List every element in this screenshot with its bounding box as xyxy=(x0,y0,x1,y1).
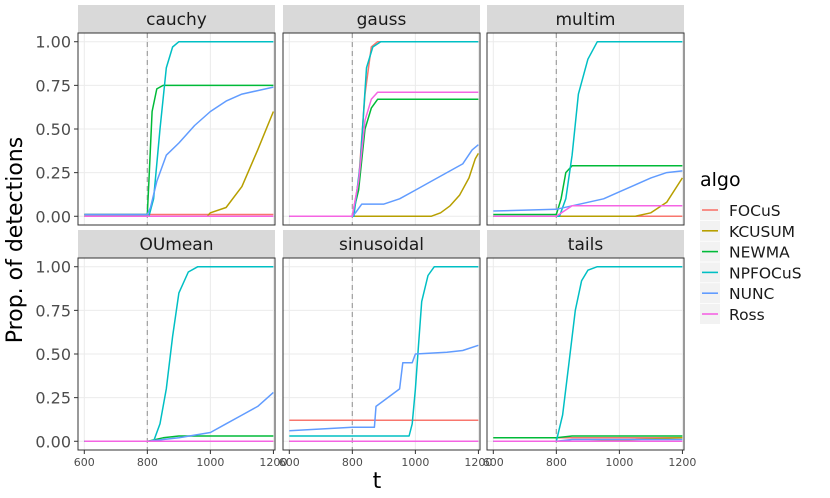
series-line-KCUSUM xyxy=(493,177,684,218)
x-tick-label: 600 xyxy=(279,456,300,469)
panel-OUmean: OUmean 0.00 0.25 0.50 0.75 1.00 600 800 1000 1200 xyxy=(35,230,287,469)
panel-strip xyxy=(283,5,480,33)
panel-strip xyxy=(78,5,275,33)
y-tick-label: 0.75 xyxy=(35,301,71,320)
y-tick-label: 0.25 xyxy=(35,164,71,183)
x-tick-label: 800 xyxy=(342,456,363,469)
y-tick-label: 0.50 xyxy=(35,120,71,139)
y-tick-label: 0.50 xyxy=(35,345,71,364)
x-tick-label: 800 xyxy=(137,456,158,469)
panel-title: sinusoidal xyxy=(339,235,424,255)
y-tick-label: 0.75 xyxy=(35,76,71,95)
legend: algo FOCuS KCUSUM NEWMA NPFOCuS NUNC Ross xyxy=(700,169,802,324)
panel-strip xyxy=(78,230,275,258)
panel-border xyxy=(486,257,685,451)
legend-label-FOCuS: FOCuS xyxy=(729,202,781,220)
x-tick-label: 1200 xyxy=(259,456,287,469)
series-line-NEWMA xyxy=(493,164,683,216)
y-tick-label: 1.00 xyxy=(35,33,71,52)
series-line-NEWMA xyxy=(493,435,683,439)
panel-border xyxy=(282,32,481,226)
panel-strip xyxy=(487,5,684,33)
series-line-NUNC xyxy=(493,170,683,212)
y-tick-label: 1.00 xyxy=(35,258,71,277)
panel-strip xyxy=(283,230,480,258)
legend-label-KCUSUM: KCUSUM xyxy=(729,223,795,241)
series-line-NPFOCuS xyxy=(289,40,479,218)
series-line-NPFOCuS xyxy=(493,265,683,443)
legend-label-NUNC: NUNC xyxy=(729,285,774,303)
series-line-NPFOCuS xyxy=(84,265,274,443)
panel-sinusoidal: sinusoidal 600 800 1000 1200 xyxy=(279,230,492,469)
x-axis-label: t xyxy=(373,469,382,494)
series-line-NPFOCuS xyxy=(84,40,274,218)
series-line-Ross xyxy=(493,205,683,218)
y-axis-label: Prop. of detections xyxy=(3,137,28,343)
x-tick-label: 800 xyxy=(546,456,567,469)
x-tick-label: 1200 xyxy=(464,456,492,469)
x-tick-label: 1000 xyxy=(605,456,633,469)
panel-tails: tails 600 800 1000 1200 xyxy=(483,230,696,469)
panel-title: multim xyxy=(555,10,615,30)
legend-label-NPFOCuS: NPFOCuS xyxy=(729,264,802,282)
panel-title: OUmean xyxy=(139,235,213,255)
series-line-KCUSUM xyxy=(289,153,480,218)
x-tick-label: 1200 xyxy=(668,456,696,469)
x-tick-label: 600 xyxy=(74,456,95,469)
panels: cauchy 0.00 0.25 0.50 0.75 1.00 gauss multim OUm… xyxy=(35,5,696,469)
panel-title: tails xyxy=(568,235,604,255)
panel-border xyxy=(486,32,685,226)
panel-title: cauchy xyxy=(146,10,207,30)
panel-cauchy: cauchy 0.00 0.25 0.50 0.75 1.00 xyxy=(35,5,276,226)
y-tick-label: 0.00 xyxy=(35,432,71,451)
panel-multim: multim xyxy=(486,5,685,226)
x-tick-label: 1000 xyxy=(196,456,224,469)
legend-label-Ross: Ross xyxy=(729,306,765,324)
panel-gauss: gauss xyxy=(282,5,481,226)
series-line-NUNC xyxy=(84,86,274,216)
legend-title: algo xyxy=(700,169,741,191)
panel-title: gauss xyxy=(357,10,407,30)
series-line-NUNC xyxy=(289,144,479,218)
series-line-Ross xyxy=(289,91,479,218)
x-tick-label: 1000 xyxy=(401,456,429,469)
panel-border xyxy=(282,257,481,451)
legend-label-NEWMA: NEWMA xyxy=(729,244,790,262)
y-tick-label: 0.25 xyxy=(35,389,71,408)
series-line-NPFOCuS xyxy=(289,265,479,437)
y-tick-label: 0.00 xyxy=(35,207,71,226)
panel-strip xyxy=(487,230,684,258)
x-tick-label: 600 xyxy=(483,456,504,469)
series-line-NUNC xyxy=(289,344,479,432)
